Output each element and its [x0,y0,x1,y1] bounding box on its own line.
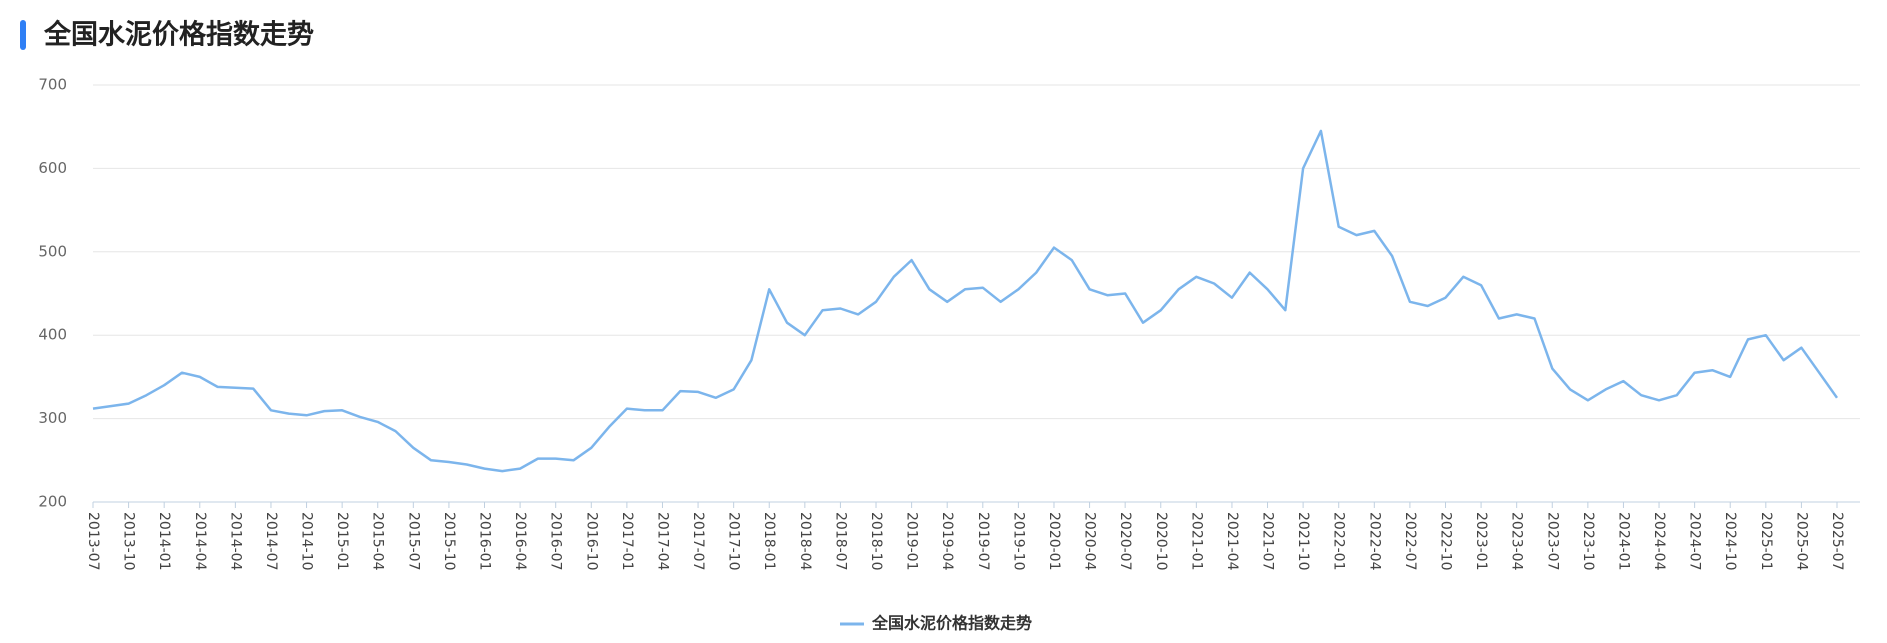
chart-title: 全国水泥价格指数走势 [43,19,314,51]
x-tick-label: 2018-07 [832,512,848,571]
x-tick-label: 2023-01 [1473,512,1489,571]
x-tick-label: 2021-01 [1188,512,1204,571]
x-tick-label: 2014-04 [192,512,208,571]
y-tick-label: 500 [38,242,67,260]
y-tick-label: 200 [38,493,67,511]
x-tick-label: 2020-01 [1046,512,1062,571]
x-tick-label: 2025-07 [1829,512,1845,571]
x-tick-label: 2021-04 [1224,512,1240,571]
x-tick-label: 2017-04 [654,512,670,571]
x-tick-label: 2017-01 [619,512,635,571]
x-tick-label: 2015-04 [370,512,386,571]
x-tick-label: 2021-07 [1260,512,1276,571]
x-tick-label: 2025-04 [1793,512,1809,571]
x-tick-label: 2020-04 [1082,512,1098,571]
x-tick-label: 2018-10 [868,512,884,571]
y-tick-label: 400 [38,326,67,344]
series-line [92,129,1839,473]
x-tick-label: 2016-04 [512,512,528,571]
x-tick-label: 2013-10 [121,512,137,571]
y-tick-label: 700 [38,76,67,94]
y-tick-label: 300 [38,409,67,427]
x-tick-label: 2023-10 [1580,512,1596,571]
x-tick-label: 2016-10 [583,512,599,571]
x-tick-label: 2016-01 [477,512,493,571]
x-tick-label: 2019-04 [939,512,955,571]
x-tick-label: 2015-07 [405,512,421,571]
x-tick-label: 2014-01 [156,512,172,571]
x-tick-label: 2023-04 [1509,512,1525,571]
x-tick-label: 2023-07 [1544,512,1560,571]
x-tick-label: 2022-01 [1331,512,1347,571]
x-tick-label: 2017-07 [690,512,706,571]
x-tick-label: 2015-01 [334,512,350,571]
x-tick-label: 2013-07 [85,512,101,571]
x-tick-label: 2022-04 [1366,512,1382,571]
x-tick-label: 2017-10 [726,512,742,571]
x-tick-label: 2016-07 [548,512,564,571]
x-tick-label: 2019-01 [904,512,920,571]
x-tick-label: 2019-10 [1010,512,1026,571]
x-tick-label: 2021-10 [1295,512,1311,571]
x-tick-label: 2025-01 [1758,512,1774,571]
x-tick-label: 2024-07 [1687,512,1703,571]
x-tick-label: 2018-01 [761,512,777,571]
x-tick-label: 2024-10 [1722,512,1738,571]
x-tick-label: 2020-07 [1117,512,1133,571]
x-tick-label: 2019-07 [975,512,991,571]
x-tick-label: 2024-04 [1651,512,1667,571]
x-tick-label: 2018-04 [797,512,813,571]
x-tick-label: 2014-07 [263,512,279,571]
title-accent [20,20,26,50]
x-tick-label: 2014-04 [227,512,243,571]
x-tick-label: 2022-07 [1402,512,1418,571]
x-tick-label: 2022-10 [1437,512,1453,571]
x-tick-label: 2015-10 [441,512,457,571]
x-tick-label: 2024-01 [1615,512,1631,571]
x-tick-label: 2014-10 [299,512,315,571]
y-tick-label: 600 [38,159,67,177]
legend-label: 全国水泥价格指数走势 [871,614,1032,633]
x-tick-label: 2020-10 [1153,512,1169,571]
